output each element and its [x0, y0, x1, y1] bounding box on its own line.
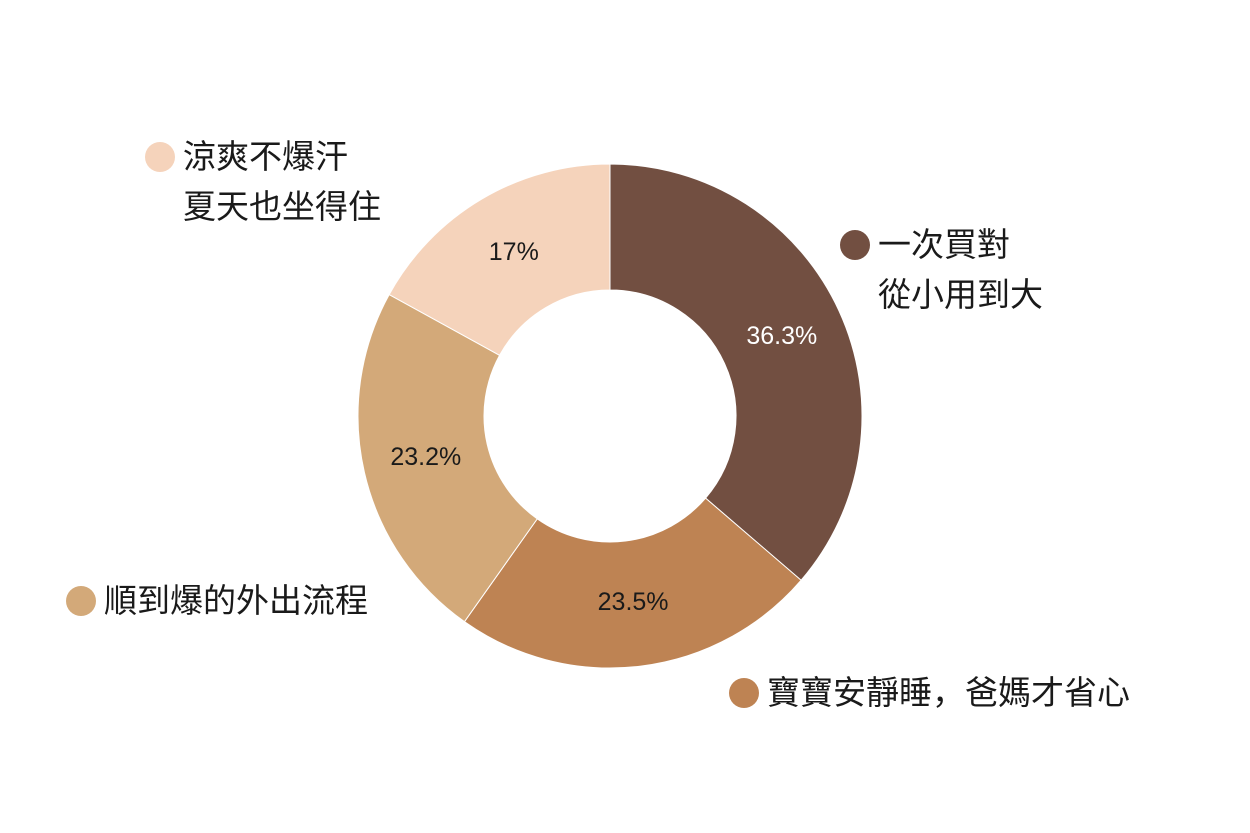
legend-item-outing: 順到爆的外出流程	[66, 576, 368, 626]
legend-item-buy-once: 一次買對 從小用到大	[840, 220, 1043, 320]
slice-label-buy-once: 36.3%	[746, 322, 817, 350]
legend-dot-icon	[729, 678, 759, 708]
slice-buy-once	[609, 163, 863, 581]
slice-outing	[357, 293, 538, 623]
legend-label-outing: 順到爆的外出流程	[104, 581, 368, 620]
legend-dot-icon	[840, 230, 870, 260]
legend-dot-icon	[145, 142, 175, 172]
slice-cool-summer	[388, 163, 611, 356]
legend-dot-icon	[66, 586, 96, 616]
slice-baby-sleep	[463, 497, 802, 669]
legend-label-cool-summer: 涼爽不爆汗 夏天也坐得住	[183, 137, 381, 226]
donut-slices	[357, 163, 863, 669]
donut-slice-labels: 36.3% 23.5% 23.2% 17%	[390, 238, 817, 616]
legend-item-cool-summer: 涼爽不爆汗 夏天也坐得住	[145, 132, 381, 232]
legend-label-buy-once: 一次買對 從小用到大	[878, 225, 1043, 314]
legend-label-baby-sleep: 寶寶安靜睡，爸媽才省心	[767, 673, 1130, 712]
legend-item-baby-sleep: 寶寶安靜睡，爸媽才省心	[729, 668, 1130, 718]
slice-label-cool-summer: 17%	[489, 238, 539, 266]
slice-label-outing: 23.2%	[390, 443, 461, 471]
slice-label-baby-sleep: 23.5%	[598, 588, 669, 616]
